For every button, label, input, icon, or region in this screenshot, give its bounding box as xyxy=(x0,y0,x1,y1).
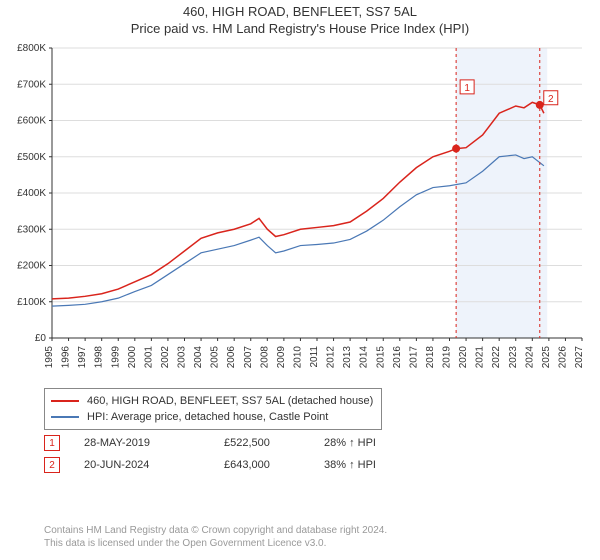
attribution-footer: Contains HM Land Registry data © Crown c… xyxy=(44,525,387,550)
svg-text:2019: 2019 xyxy=(442,346,453,369)
legend-label: 460, HIGH ROAD, BENFLEET, SS7 5AL (detac… xyxy=(87,395,373,407)
svg-text:£800K: £800K xyxy=(17,43,46,54)
svg-text:£200K: £200K xyxy=(17,261,46,272)
subtitle: Price paid vs. HM Land Registry's House … xyxy=(0,21,600,36)
svg-text:2022: 2022 xyxy=(491,346,502,369)
svg-text:2: 2 xyxy=(548,94,554,105)
svg-text:2003: 2003 xyxy=(177,346,188,369)
legend-swatch xyxy=(51,416,79,418)
svg-text:1996: 1996 xyxy=(61,346,72,369)
chart-area: £0 £100K £200K £300K £400K £500K £600K £700K £80… xyxy=(0,38,600,378)
svg-text:1: 1 xyxy=(464,83,470,94)
svg-text:2021: 2021 xyxy=(475,346,486,369)
svg-text:£400K: £400K xyxy=(17,188,46,199)
svg-text:2006: 2006 xyxy=(226,346,237,369)
legend-row: HPI: Average price, detached house, Cast… xyxy=(51,409,373,425)
svg-text:2012: 2012 xyxy=(326,346,337,369)
svg-text:£600K: £600K xyxy=(17,116,46,127)
sale-price: £643,000 xyxy=(224,459,324,471)
sale-date: 20-JUN-2024 xyxy=(84,459,224,471)
legend-row: 460, HIGH ROAD, BENFLEET, SS7 5AL (detac… xyxy=(51,393,373,409)
sale-hpi-delta: 28% ↑ HPI xyxy=(324,437,424,449)
price-chart-card: { "title_main": "460, HIGH ROAD, BENFLEE… xyxy=(0,0,600,560)
svg-text:2005: 2005 xyxy=(210,346,221,369)
svg-text:2026: 2026 xyxy=(557,346,568,369)
svg-text:£500K: £500K xyxy=(17,152,46,163)
svg-text:2020: 2020 xyxy=(458,346,469,369)
line-chart-svg: £0 £100K £200K £300K £400K £500K £600K £700K £80… xyxy=(0,38,600,378)
svg-text:2002: 2002 xyxy=(160,346,171,369)
svg-text:2015: 2015 xyxy=(375,346,386,369)
svg-text:1995: 1995 xyxy=(44,346,55,369)
svg-text:2008: 2008 xyxy=(259,346,270,369)
svg-text:2010: 2010 xyxy=(292,346,303,369)
footer-line: This data is licensed under the Open Gov… xyxy=(44,538,387,551)
svg-text:2009: 2009 xyxy=(276,346,287,369)
svg-text:2024: 2024 xyxy=(524,346,535,369)
svg-text:2017: 2017 xyxy=(408,346,419,369)
sale-row: 1 28-MAY-2019£522,50028% ↑ HPI xyxy=(44,432,424,454)
svg-text:2004: 2004 xyxy=(193,346,204,369)
svg-text:2025: 2025 xyxy=(541,346,552,369)
sale-price: £522,500 xyxy=(224,437,324,449)
sale-hpi-delta: 38% ↑ HPI xyxy=(324,459,424,471)
svg-text:1999: 1999 xyxy=(110,346,121,369)
svg-text:2013: 2013 xyxy=(342,346,353,369)
svg-text:£100K: £100K xyxy=(17,297,46,308)
svg-text:£0: £0 xyxy=(35,333,47,344)
footer-line: Contains HM Land Registry data © Crown c… xyxy=(44,525,387,538)
svg-text:2016: 2016 xyxy=(392,346,403,369)
legend-label: HPI: Average price, detached house, Cast… xyxy=(87,411,328,423)
svg-text:2027: 2027 xyxy=(574,346,585,369)
svg-text:1998: 1998 xyxy=(94,346,105,369)
sale-row: 2 20-JUN-2024£643,00038% ↑ HPI xyxy=(44,454,424,476)
svg-text:£700K: £700K xyxy=(17,79,46,90)
legend-swatch xyxy=(51,400,79,402)
legend: 460, HIGH ROAD, BENFLEET, SS7 5AL (detac… xyxy=(44,388,382,430)
chart-titles: 460, HIGH ROAD, BENFLEET, SS7 5AL Price … xyxy=(0,0,600,36)
svg-text:2000: 2000 xyxy=(127,346,138,369)
sale-badge: 2 xyxy=(44,457,60,473)
sale-badge: 1 xyxy=(44,435,60,451)
svg-text:2011: 2011 xyxy=(309,346,320,368)
svg-text:£300K: £300K xyxy=(17,224,46,235)
svg-text:2014: 2014 xyxy=(359,346,370,369)
svg-text:2007: 2007 xyxy=(243,346,254,369)
sales-table: 1 28-MAY-2019£522,50028% ↑ HPI 2 20-JUN-202… xyxy=(44,432,424,476)
sale-date: 28-MAY-2019 xyxy=(84,437,224,449)
svg-text:1997: 1997 xyxy=(77,346,88,369)
svg-text:2001: 2001 xyxy=(143,346,154,369)
svg-text:2018: 2018 xyxy=(425,346,436,369)
address-title: 460, HIGH ROAD, BENFLEET, SS7 5AL xyxy=(0,4,600,19)
svg-text:2023: 2023 xyxy=(508,346,519,369)
